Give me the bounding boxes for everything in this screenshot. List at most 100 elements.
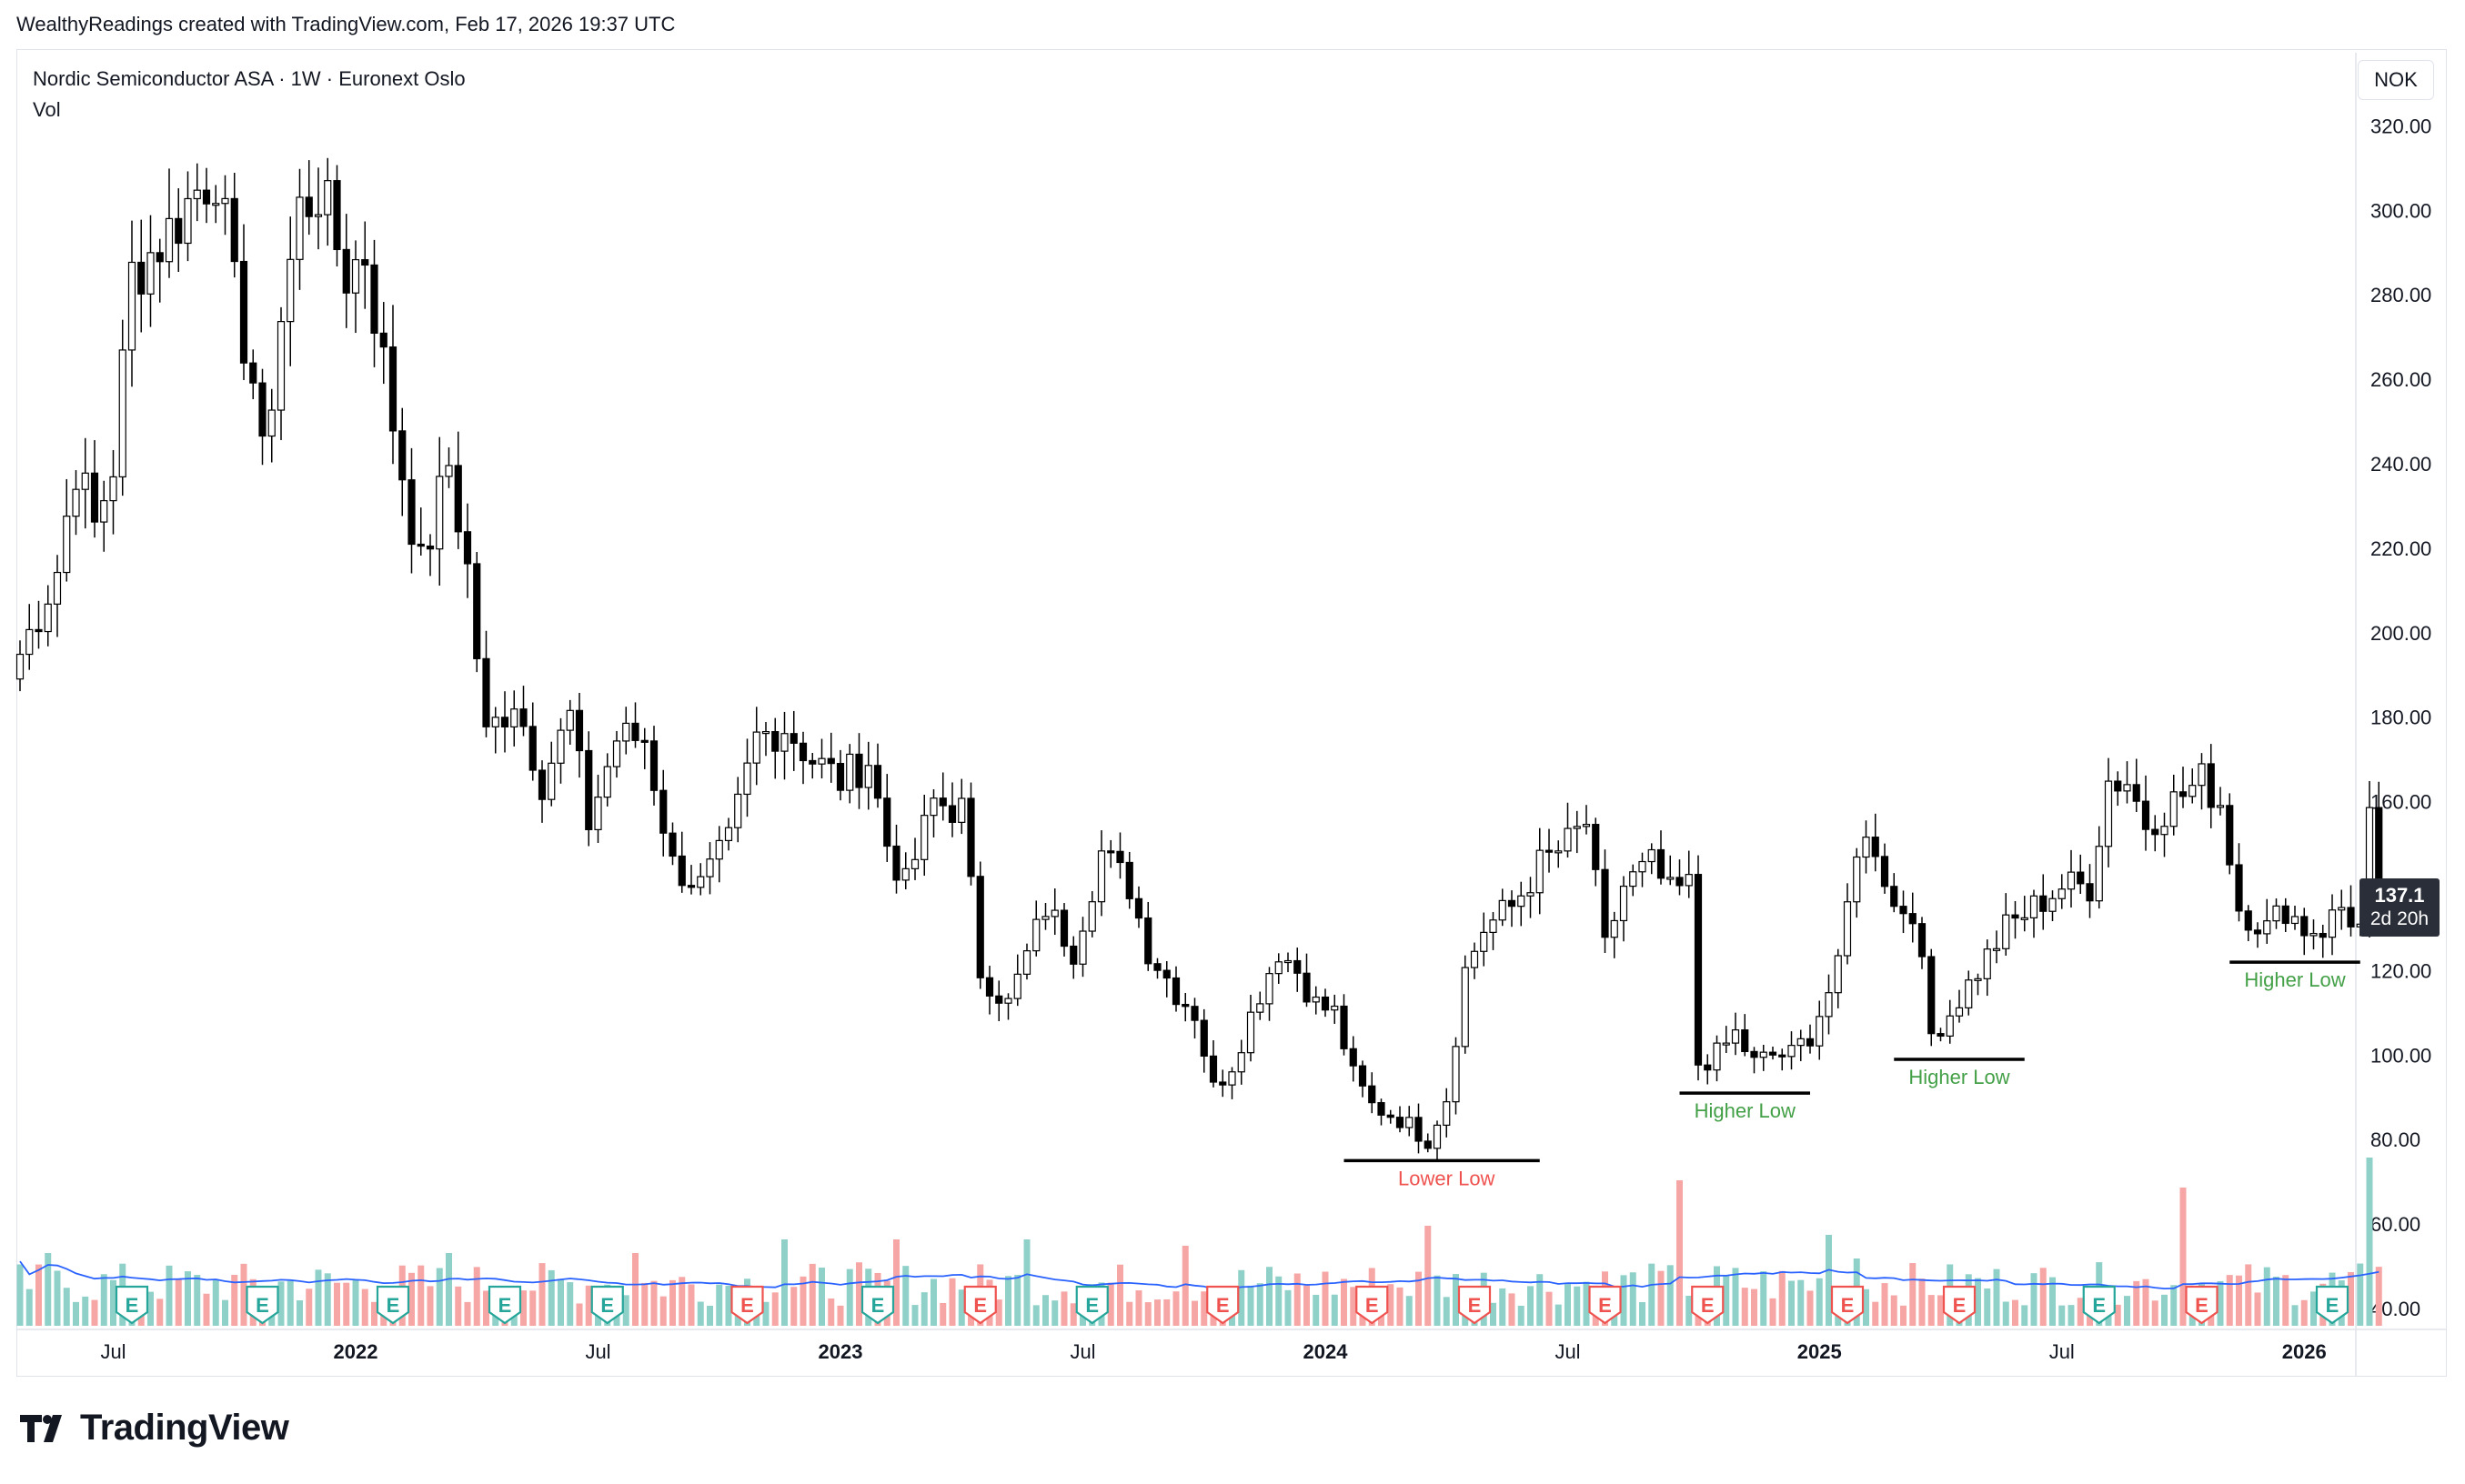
volume-bar xyxy=(1172,1291,1180,1326)
earnings-marker-label: E xyxy=(387,1294,400,1317)
candle-body xyxy=(1638,860,1646,873)
candle-body xyxy=(1116,850,1124,864)
earnings-marker[interactable]: E xyxy=(860,1285,895,1325)
candle-body xyxy=(985,977,994,997)
candle-body xyxy=(221,197,229,205)
candle-body xyxy=(2338,907,2346,911)
symbol-line[interactable]: Nordic Semiconductor ASA · 1W · Euronext… xyxy=(33,67,466,90)
currency-button[interactable]: NOK xyxy=(2358,60,2434,100)
earnings-marker-label: E xyxy=(2326,1294,2339,1317)
volume-bar xyxy=(2030,1273,2037,1326)
candle-body xyxy=(407,479,416,546)
candle-body xyxy=(2160,826,2168,836)
candle-body xyxy=(510,708,518,727)
candle-body xyxy=(398,430,407,481)
candle-body xyxy=(724,827,733,841)
candle-body xyxy=(1172,977,1181,1006)
price-tick-label: 320.00 xyxy=(2370,115,2431,137)
candle-body xyxy=(1405,1117,1414,1128)
candle-body xyxy=(976,876,984,978)
volume-bar xyxy=(958,1289,965,1326)
candle-body xyxy=(473,563,481,659)
volume-bar xyxy=(1676,1180,1683,1326)
earnings-marker[interactable]: E xyxy=(376,1285,410,1325)
volume-bar xyxy=(762,1301,770,1326)
candle-body xyxy=(2207,763,2215,808)
earnings-marker[interactable]: E xyxy=(590,1285,624,1325)
candle-body xyxy=(35,628,43,633)
earnings-marker[interactable]: E xyxy=(2315,1285,2349,1325)
earnings-marker[interactable]: E xyxy=(1457,1285,1492,1325)
candle-body xyxy=(1629,871,1637,887)
earnings-marker[interactable]: E xyxy=(1075,1285,1109,1325)
volume-bar xyxy=(921,1292,928,1326)
volume-bar xyxy=(567,1282,574,1326)
volume-bar xyxy=(1648,1263,1655,1326)
earnings-marker[interactable]: E xyxy=(963,1285,997,1325)
candle-body xyxy=(1573,826,1581,829)
volume-bar xyxy=(1293,1273,1301,1326)
volume-bar xyxy=(576,1303,583,1326)
candle-body xyxy=(2086,883,2094,902)
earnings-marker[interactable]: E xyxy=(2185,1285,2218,1325)
time-tick-label: 2024 xyxy=(1303,1340,1349,1363)
candle-body xyxy=(2002,914,2010,949)
volume-bar xyxy=(297,1300,303,1326)
volume-bar xyxy=(287,1280,294,1326)
volume-bar xyxy=(716,1284,723,1326)
candle-body xyxy=(2235,864,2243,912)
candle-body xyxy=(2226,805,2234,866)
earnings-marker-label: E xyxy=(498,1294,512,1317)
candle-body xyxy=(1265,973,1273,1005)
volume-bar xyxy=(1666,1265,1674,1326)
candle-body xyxy=(548,762,556,800)
volume-bar xyxy=(110,1279,116,1326)
volume-label[interactable]: Vol xyxy=(33,98,61,121)
candle-body xyxy=(436,476,444,550)
earnings-marker[interactable]: E xyxy=(488,1285,522,1325)
volume-bar xyxy=(1657,1270,1665,1326)
earnings-marker-shape xyxy=(1830,1285,1865,1325)
earnings-marker[interactable]: E xyxy=(1206,1285,1240,1325)
candle-body xyxy=(426,545,435,550)
volume-bar xyxy=(2039,1268,2047,1326)
volume-bar xyxy=(231,1274,238,1326)
volume-bar xyxy=(800,1276,807,1326)
candle-body xyxy=(2169,791,2178,827)
volume-bar xyxy=(73,1301,79,1326)
volume-bar xyxy=(771,1292,779,1326)
volume-bar xyxy=(632,1253,639,1326)
candle-body xyxy=(1759,1051,1767,1058)
volume-bar xyxy=(1574,1286,1581,1326)
candle-body xyxy=(883,797,891,847)
earnings-marker[interactable]: E xyxy=(115,1285,149,1325)
volume-bar xyxy=(1583,1281,1590,1326)
candle-body xyxy=(1162,969,1171,979)
candle-body xyxy=(771,731,780,752)
earnings-marker[interactable]: E xyxy=(1355,1285,1389,1325)
earnings-marker[interactable]: E xyxy=(1942,1285,1977,1325)
volume-bar xyxy=(185,1271,191,1326)
earnings-marker[interactable]: E xyxy=(2082,1285,2116,1325)
time-tick-label: 2026 xyxy=(2282,1340,2327,1363)
candle-body xyxy=(1013,973,1021,999)
candle-body xyxy=(1741,1029,1749,1053)
earnings-marker[interactable]: E xyxy=(1691,1285,1725,1325)
earnings-marker-shape xyxy=(730,1285,764,1325)
candle-body xyxy=(1880,856,1889,887)
volume-bar xyxy=(212,1279,219,1326)
volume-bar xyxy=(2375,1267,2382,1326)
candle-body xyxy=(324,180,332,216)
earnings-marker[interactable]: E xyxy=(246,1285,279,1325)
volume-bar xyxy=(781,1239,788,1326)
candle-body xyxy=(1750,1050,1758,1058)
candle-body xyxy=(25,628,34,656)
earnings-marker[interactable]: E xyxy=(1830,1285,1865,1325)
earnings-marker[interactable]: E xyxy=(730,1285,764,1325)
volume-bar xyxy=(558,1278,564,1326)
volume-bar xyxy=(1993,1268,2000,1326)
chart-frame[interactable] xyxy=(16,49,2447,1377)
earnings-marker[interactable]: E xyxy=(1588,1285,1622,1325)
tradingview-logo[interactable]: TradingView xyxy=(20,1408,289,1449)
